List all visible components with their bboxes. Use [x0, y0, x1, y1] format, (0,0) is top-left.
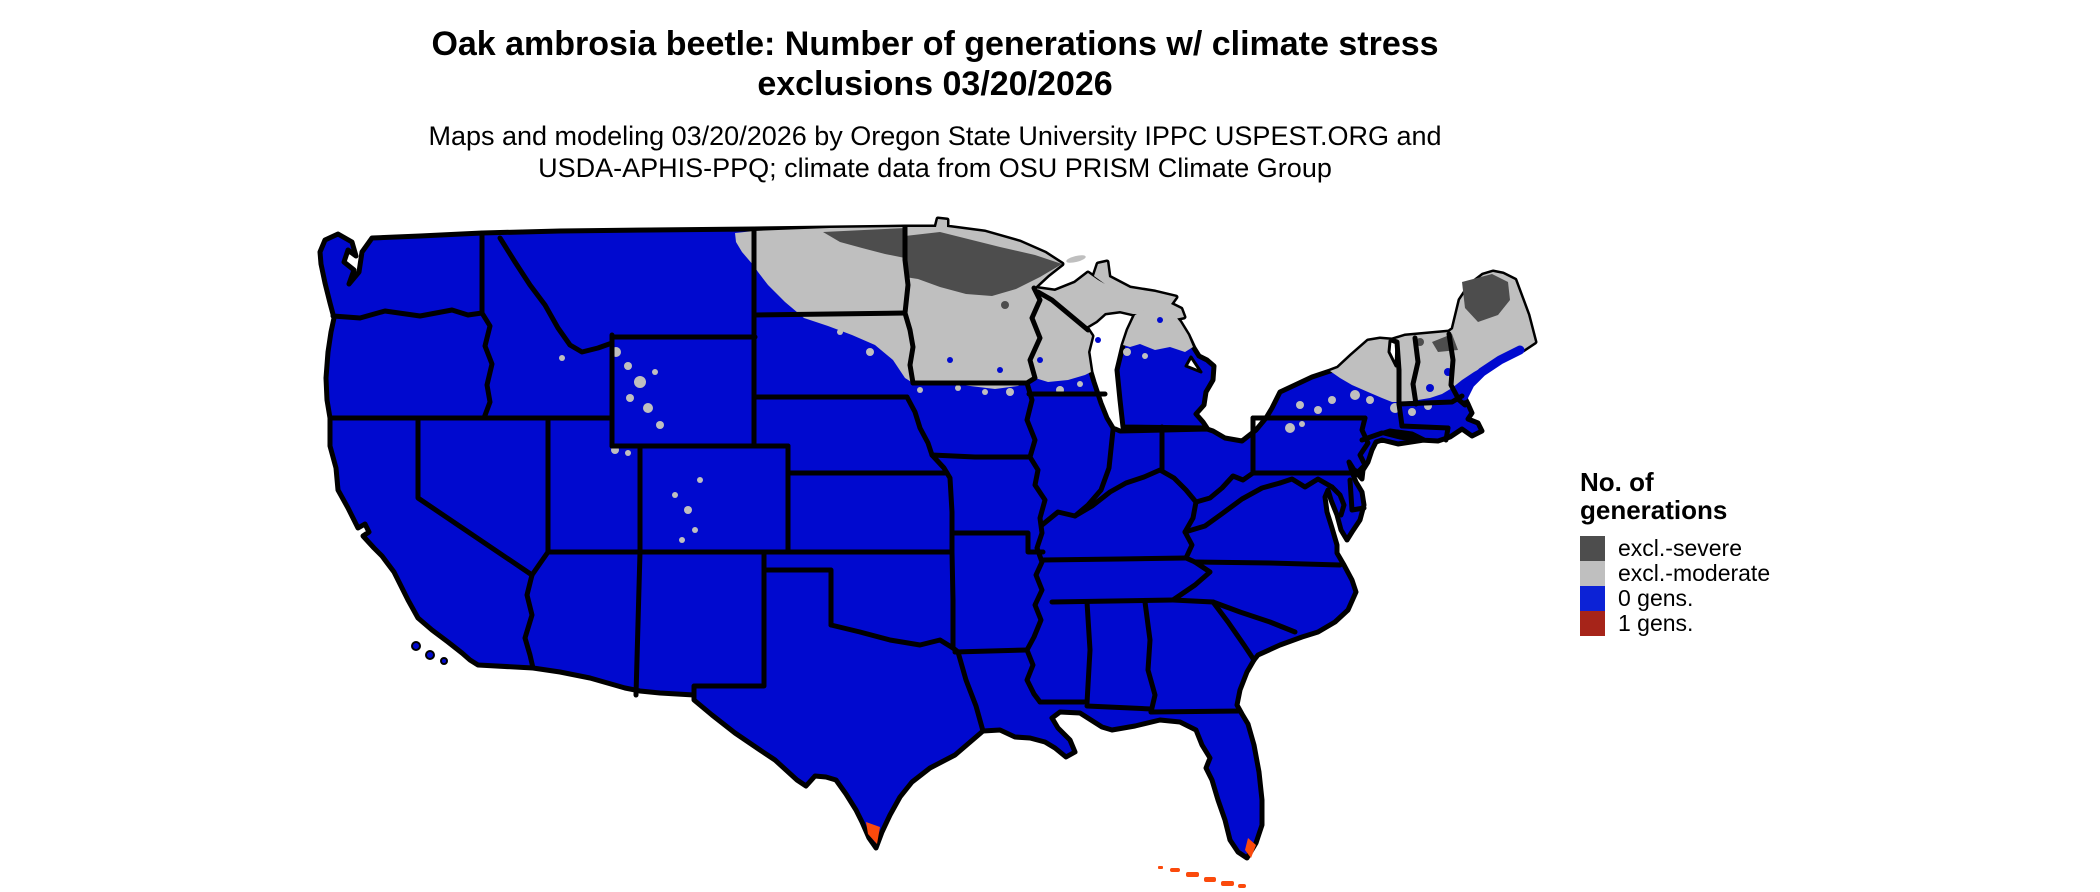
one-generation-region: [866, 822, 1256, 888]
mountain-speckle: [652, 369, 658, 375]
gray-fleck: [1299, 421, 1305, 427]
island: [425, 650, 435, 660]
legend-title: No. of generations: [1580, 468, 1770, 524]
gray-fleck: [1142, 353, 1148, 359]
gray-fleck: [1350, 390, 1360, 400]
mountain-speckle: [672, 492, 678, 498]
blue-fleck: [997, 367, 1003, 373]
maine-severe: [1462, 274, 1510, 322]
gray-fleck: [1296, 401, 1304, 409]
blue-fleck: [1037, 357, 1043, 363]
legend-item-label: 1 gens.: [1618, 610, 1694, 636]
gray-fleck: [1285, 423, 1295, 433]
map-title-line1: Oak ambrosia beetle: Number of generatio…: [431, 25, 1439, 63]
minnesota-severe: [905, 232, 1062, 296]
map-subtitle-line1: Maps and modeling 03/20/2026 by Oregon S…: [428, 121, 1442, 151]
mountain-speckle: [643, 403, 653, 413]
mountain-speckle: [679, 537, 685, 543]
mountain-speckle: [559, 355, 565, 361]
florida-keys-one-gen: [1221, 881, 1234, 886]
legend-title-line1: No. of: [1580, 467, 1654, 497]
blue-fleck: [947, 357, 953, 363]
legend-item-label: excl.-severe: [1618, 535, 1742, 561]
map-legend: No. of generations excl.-severe excl.-mod…: [1580, 468, 1770, 636]
north-dakota-severe: [823, 228, 905, 258]
gray-fleck: [1408, 408, 1416, 416]
legend-swatch: [1580, 536, 1605, 561]
island: [411, 641, 421, 651]
michigan-north-moderate: [1123, 305, 1193, 352]
mountain-speckle: [697, 477, 703, 483]
gray-fleck: [917, 387, 923, 393]
mountain-speckle: [684, 506, 692, 514]
florida-keys-one-gen: [1238, 884, 1246, 888]
legend-swatch: [1580, 561, 1605, 586]
blue-fleck: [1095, 337, 1101, 343]
gray-fleck: [837, 329, 843, 335]
gray-fleck: [982, 389, 988, 395]
legend-title-line2: generations: [1580, 495, 1728, 525]
gray-fleck: [1366, 396, 1374, 404]
florida-keys-one-gen: [1204, 877, 1216, 882]
mountain-speckle: [692, 527, 698, 533]
florida-tip-one-gen: [1245, 838, 1256, 858]
legend-item-label: 0 gens.: [1618, 585, 1694, 611]
blue-fleck: [1157, 317, 1163, 323]
legend-item-label: excl.-moderate: [1618, 560, 1771, 586]
florida-keys-one-gen: [1158, 866, 1163, 869]
gray-fleck: [1328, 396, 1336, 404]
legend-swatch: [1580, 586, 1605, 611]
mountain-speckle: [656, 421, 664, 429]
legend-item: excl.-severe: [1580, 536, 1770, 561]
gray-fleck: [955, 385, 961, 391]
blue-fleck: [1426, 384, 1434, 392]
south-texas-one-gen: [866, 822, 880, 844]
map-title-line2: exclusions 03/20/2026: [757, 65, 1113, 103]
florida-keys-one-gen: [1186, 872, 1199, 877]
header: Oak ambrosia beetle: Number of generatio…: [0, 24, 1870, 184]
state-borders: [327, 224, 1468, 734]
legend-items: excl.-severe excl.-moderate 0 gens. 1 gens.: [1580, 536, 1770, 636]
gray-fleck: [1314, 406, 1322, 414]
mountain-speckle: [634, 376, 646, 388]
map-subtitle: Maps and modeling 03/20/2026 by Oregon S…: [0, 120, 1870, 184]
legend-swatch: [1580, 611, 1605, 636]
isle-royale: [1066, 255, 1086, 263]
northern-plains-moderate: [735, 219, 1184, 389]
severe-fleck: [1001, 301, 1009, 309]
gray-fleck: [1006, 388, 1014, 396]
mountain-speckle: [626, 394, 634, 402]
island: [440, 657, 448, 665]
legend-item: 0 gens.: [1580, 586, 1770, 611]
legend-item: 1 gens.: [1580, 611, 1770, 636]
mountain-speckle: [625, 450, 631, 456]
maine-coast-fringe: [1459, 345, 1525, 401]
mountain-speckle: [624, 362, 632, 370]
gray-fleck: [866, 348, 874, 356]
legend-item: excl.-moderate: [1580, 561, 1770, 586]
florida-keys-one-gen: [1170, 868, 1180, 872]
gray-fleck: [1123, 348, 1131, 356]
excl-severe-region: [823, 228, 1510, 352]
map-subtitle-line2: USDA-APHIS-PPQ; climate data from OSU PR…: [538, 153, 1332, 183]
gray-fleck: [1077, 381, 1083, 387]
saginaw-bay: [1184, 355, 1203, 374]
